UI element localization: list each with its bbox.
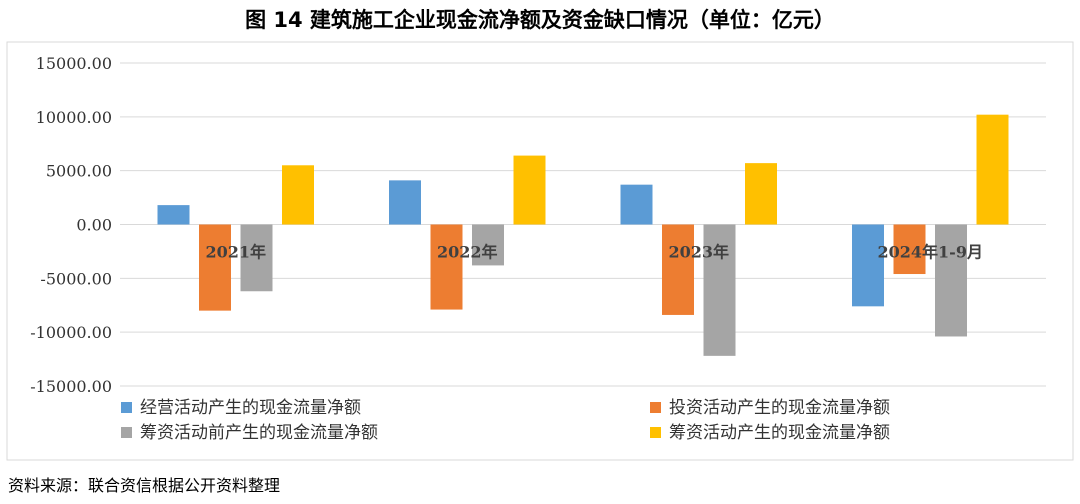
legend-label: 经营活动产生的现金流量净额	[140, 398, 361, 418]
bar-3-3	[703, 224, 736, 356]
y-tick-label: 5000.00	[46, 162, 112, 181]
legend-label: 筹资活动产生的现金流量净额	[669, 423, 890, 443]
bar-3-4	[935, 224, 967, 337]
legend-swatch	[121, 402, 132, 413]
category-label: 2021年	[205, 243, 266, 262]
gridlines	[120, 62, 1046, 387]
bars	[157, 114, 1009, 356]
legend-swatch	[650, 427, 661, 438]
legend-label: 投资活动产生的现金流量净额	[669, 398, 890, 418]
legend-label: 筹资活动前产生的现金流量净额	[140, 423, 378, 443]
chart-title: 图 14 建筑施工企业现金流净额及资金缺口情况（单位：亿元）	[245, 8, 835, 32]
bar-2-3	[662, 224, 694, 315]
category-label: 2022年	[437, 243, 498, 262]
y-tick-label: 0.00	[76, 216, 112, 235]
category-label: 2023年	[668, 243, 729, 262]
category-label: 2024年1-9月	[878, 243, 983, 262]
legend: 经营活动产生的现金流量净额 投资活动产生的现金流量净额筹资活动前产生的现金流量净额…	[121, 398, 890, 443]
bar-2-1	[199, 224, 231, 311]
bar-1-4	[852, 224, 884, 307]
y-tick-label: 10000.00	[36, 108, 112, 127]
bar-4-1	[282, 165, 314, 225]
y-tick-label: 15000.00	[36, 54, 112, 73]
bar-4-4	[976, 114, 1009, 225]
bar-3-2	[472, 224, 504, 266]
legend-swatch	[650, 402, 661, 413]
bar-4-2	[513, 155, 546, 225]
y-tick-label: -15000.00	[30, 377, 112, 396]
category-labels: 2021年 2022年 2023年 2024年1-9月	[205, 243, 983, 262]
y-axis-tick-labels: 15000.00 10000.00 5000.00 0.00 -5000.00 -1000…	[30, 54, 112, 396]
bar-4-3	[745, 163, 777, 225]
legend-swatch	[121, 427, 132, 438]
source-note: 资料来源：联合资信根据公开资料整理	[8, 476, 281, 495]
y-tick-label: -10000.00	[30, 323, 112, 342]
bar-3-1	[240, 224, 273, 292]
bar-1-1	[157, 205, 190, 225]
bar-1-3	[620, 184, 653, 225]
y-tick-label: -5000.00	[40, 269, 112, 288]
bar-2-2	[430, 224, 463, 310]
bar-2-4	[893, 224, 926, 275]
bar-1-2	[389, 180, 421, 225]
